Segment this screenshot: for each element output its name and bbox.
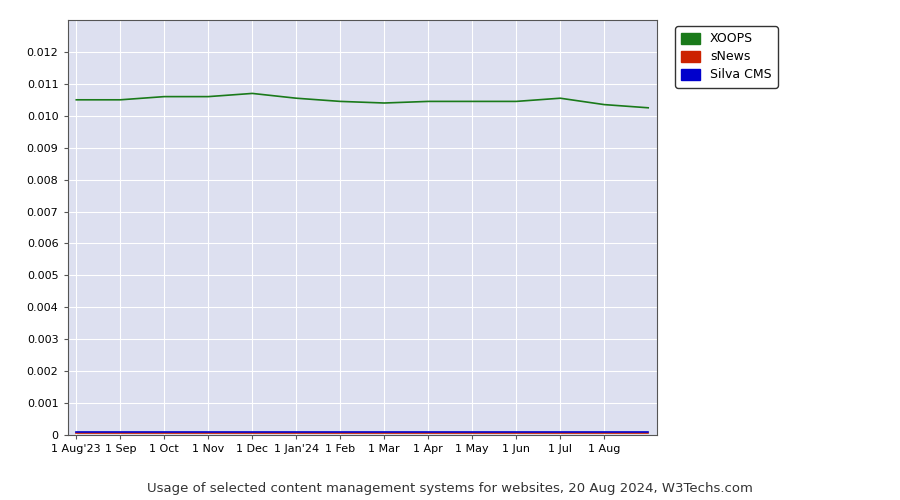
sNews xyxy=(379,430,390,436)
Silva CMS xyxy=(423,429,434,435)
XOOPS xyxy=(71,97,82,103)
XOOPS xyxy=(423,98,434,104)
XOOPS xyxy=(554,95,565,101)
Silva CMS xyxy=(598,429,609,435)
sNews xyxy=(335,430,346,436)
sNews xyxy=(598,430,609,436)
Legend: XOOPS, sNews, Silva CMS: XOOPS, sNews, Silva CMS xyxy=(675,26,778,88)
XOOPS xyxy=(379,100,390,106)
XOOPS xyxy=(115,97,126,103)
Silva CMS xyxy=(643,429,653,435)
Silva CMS xyxy=(467,429,478,435)
Silva CMS xyxy=(379,429,390,435)
XOOPS xyxy=(643,105,653,111)
Silva CMS xyxy=(71,429,82,435)
Silva CMS xyxy=(291,429,302,435)
Line: XOOPS: XOOPS xyxy=(76,94,648,108)
Silva CMS xyxy=(247,429,257,435)
sNews xyxy=(202,430,213,436)
XOOPS xyxy=(291,95,302,101)
Silva CMS xyxy=(511,429,522,435)
sNews xyxy=(71,430,82,436)
sNews xyxy=(291,430,302,436)
Silva CMS xyxy=(159,429,170,435)
sNews xyxy=(423,430,434,436)
sNews xyxy=(115,430,126,436)
Text: Usage of selected content management systems for websites, 20 Aug 2024, W3Techs.: Usage of selected content management sys… xyxy=(147,482,753,495)
XOOPS xyxy=(202,94,213,100)
sNews xyxy=(467,430,478,436)
XOOPS xyxy=(511,98,522,104)
sNews xyxy=(247,430,257,436)
Silva CMS xyxy=(554,429,565,435)
sNews xyxy=(511,430,522,436)
sNews xyxy=(554,430,565,436)
XOOPS xyxy=(467,98,478,104)
XOOPS xyxy=(247,90,257,96)
XOOPS xyxy=(159,94,170,100)
Silva CMS xyxy=(202,429,213,435)
XOOPS xyxy=(335,98,346,104)
XOOPS xyxy=(598,102,609,107)
Silva CMS xyxy=(115,429,126,435)
sNews xyxy=(159,430,170,436)
sNews xyxy=(643,430,653,436)
Silva CMS xyxy=(335,429,346,435)
